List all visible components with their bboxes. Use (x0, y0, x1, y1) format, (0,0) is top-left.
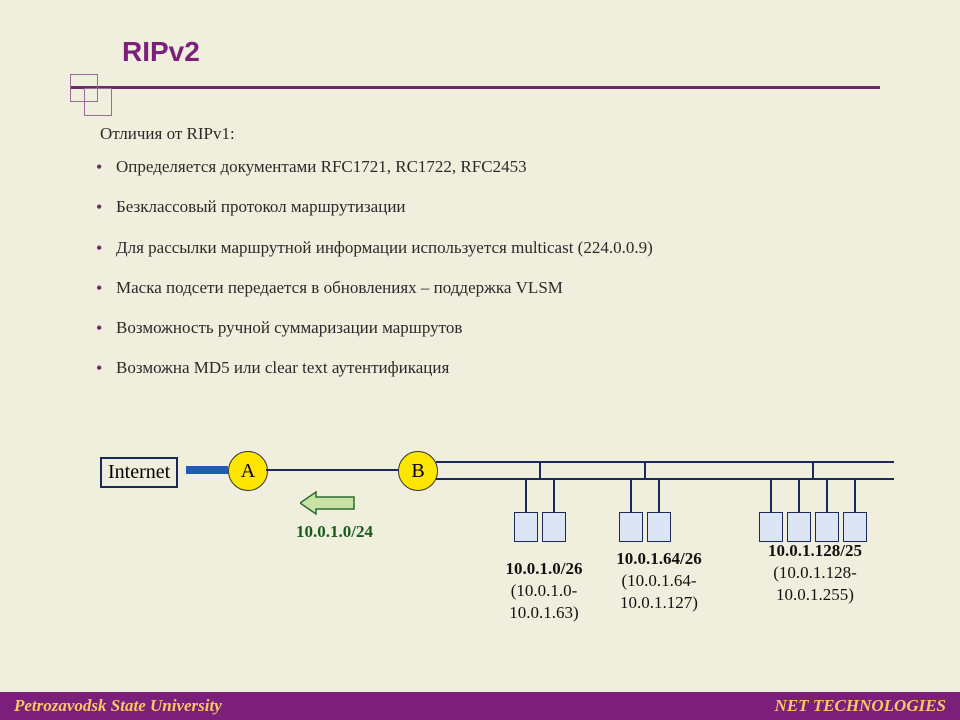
host-box (514, 512, 538, 542)
seg1-tick (539, 461, 541, 478)
title-rule (70, 86, 880, 89)
router-b: B (398, 451, 438, 491)
host-box (787, 512, 811, 542)
seg3-drop-2 (798, 478, 800, 512)
arrow-left-icon (300, 490, 356, 516)
internet-box: Internet (100, 457, 178, 488)
seg3-drop-3 (826, 478, 828, 512)
subnet-1-cidr: 10.0.1.0/26 (484, 558, 604, 580)
intro-text: Отличия от RIPv1: (100, 124, 235, 144)
host-box (759, 512, 783, 542)
host-box (843, 512, 867, 542)
subnet-3-cidr: 10.0.1.128/25 (740, 540, 890, 562)
bus-top (436, 461, 894, 463)
bullet-item: Возможна MD5 или clear text аутентификац… (86, 357, 653, 378)
slide-title: RIPv2 (122, 36, 200, 68)
link-a-b (266, 469, 398, 471)
seg2-tick (644, 461, 646, 478)
footer-left: Petrozavodsk State University (14, 696, 222, 716)
router-a: A (228, 451, 268, 491)
seg3-drop-4 (854, 478, 856, 512)
bullet-item: Для рассылки маршрутной информации испол… (86, 237, 653, 258)
host-box (815, 512, 839, 542)
host-box (619, 512, 643, 542)
footer-right: NET TECHNOLOGIES (775, 696, 946, 716)
bullet-item: Безклассовый протокол маршрутизации (86, 196, 653, 217)
subnet-2-cidr: 10.0.1.64/26 (594, 548, 724, 570)
deco-square-2 (84, 88, 112, 116)
seg1-drop-2 (553, 478, 555, 512)
seg3-tick (812, 461, 814, 478)
subnet-3-range: (10.0.1.128- 10.0.1.255) (740, 562, 890, 606)
host-box (647, 512, 671, 542)
summary-route-label: 10.0.1.0/24 (296, 522, 373, 542)
seg1-drop-1 (525, 478, 527, 512)
host-box (542, 512, 566, 542)
bullet-item: Возможность ручной суммаризации маршруто… (86, 317, 653, 338)
bullet-item: Маска подсети передается в обновлениях –… (86, 277, 653, 298)
subnet-2-range: (10.0.1.64- 10.0.1.127) (594, 570, 724, 614)
bus-bottom (436, 478, 894, 480)
seg2-drop-2 (658, 478, 660, 512)
bullet-list: Определяется документами RFC1721, RC1722… (86, 156, 653, 398)
link-internet-a (186, 466, 228, 474)
bullet-item: Определяется документами RFC1721, RC1722… (86, 156, 653, 177)
seg3-drop-1 (770, 478, 772, 512)
seg2-drop-1 (630, 478, 632, 512)
subnet-1-range: (10.0.1.0- 10.0.1.63) (484, 580, 604, 624)
